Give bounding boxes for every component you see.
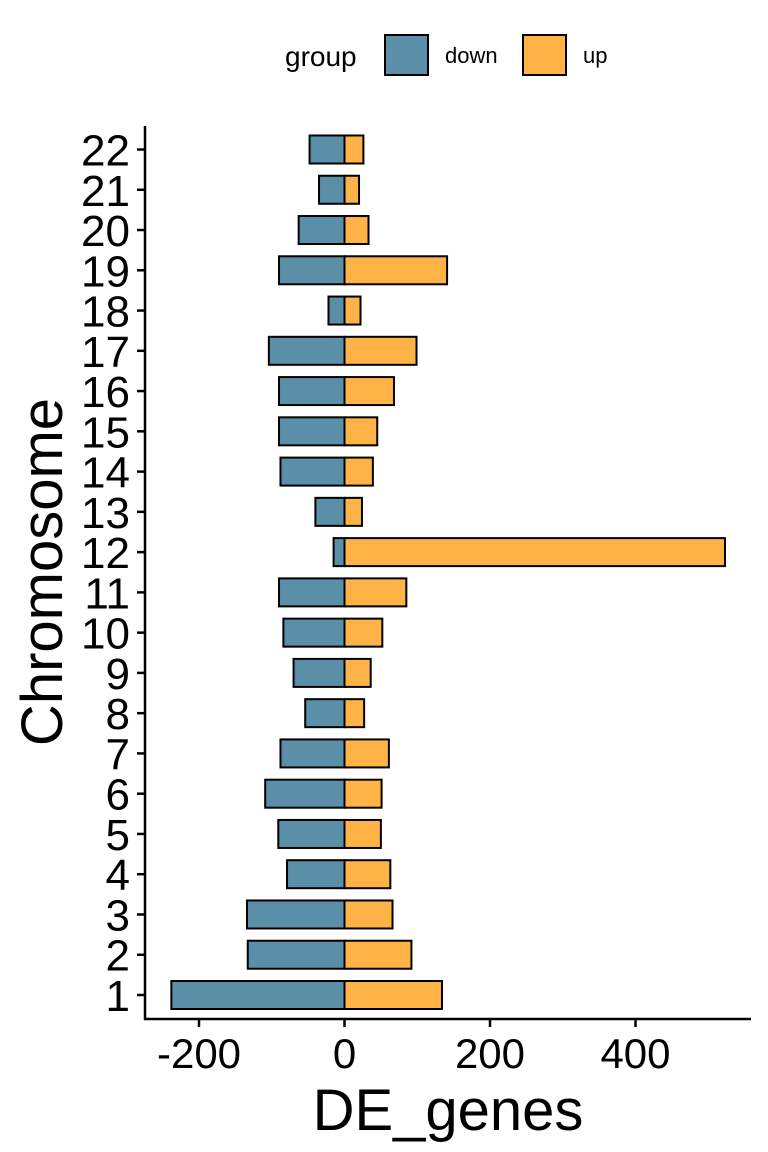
bar-up-chr11 — [343, 577, 408, 608]
y-tick-label: 11 — [84, 569, 130, 618]
bar-up-chr15 — [343, 416, 379, 447]
bar-up-chr20 — [343, 215, 370, 246]
bar-up-chr21 — [343, 174, 361, 205]
bar-down-chr1 — [170, 980, 346, 1010]
legend: group down up — [285, 34, 607, 76]
y-tick-label: 15 — [81, 408, 130, 457]
y-tick-label: 17 — [81, 328, 130, 377]
bar-up-chr8 — [343, 698, 366, 729]
bar-up-chr5 — [343, 818, 382, 849]
bar-down-chr21 — [318, 174, 346, 205]
bar-up-chr10 — [343, 617, 384, 648]
bar-down-chr2 — [246, 939, 346, 970]
bar-down-chr9 — [292, 657, 346, 688]
legend-label-down: down — [445, 43, 498, 68]
y-axis-title: Chromosome — [10, 398, 75, 746]
bar-up-chr22 — [343, 134, 365, 165]
bar-down-chr18 — [327, 295, 346, 326]
bar-down-chr6 — [264, 778, 346, 809]
bar-up-chr13 — [343, 496, 363, 527]
bar-down-chr4 — [286, 859, 346, 890]
y-tick-label: 18 — [81, 288, 130, 337]
bar-down-chr3 — [246, 899, 346, 930]
bar-down-chr14 — [279, 456, 346, 487]
y-tick-label: 1 — [106, 972, 130, 1021]
y-tick-label: 14 — [81, 449, 130, 498]
bar-down-chr5 — [277, 818, 346, 849]
y-tick-label: 19 — [81, 247, 130, 296]
bar-down-chr22 — [308, 134, 346, 165]
y-tick-label: 21 — [81, 167, 130, 216]
legend-key-up — [522, 34, 567, 76]
y-tick-label: 7 — [106, 730, 130, 779]
bar-down-chr17 — [267, 335, 346, 366]
bar-up-chr1 — [343, 980, 443, 1010]
y-tick-label: 4 — [106, 851, 130, 900]
bar-up-chr4 — [343, 859, 392, 890]
x-tick-label: 0 — [333, 1030, 356, 1077]
y-tick-label: 10 — [81, 610, 130, 659]
y-tick-label: 6 — [106, 771, 130, 820]
x-tick-label: 400 — [600, 1030, 670, 1077]
legend-label-up: up — [583, 43, 607, 68]
bar-up-chr19 — [343, 255, 449, 286]
bar-down-chr7 — [279, 738, 346, 769]
x-tick-label: 200 — [455, 1030, 525, 1077]
y-tick-label: 9 — [106, 650, 130, 699]
legend-key-down — [384, 34, 429, 76]
x-tick-label: -200 — [157, 1030, 241, 1077]
y-tick-label: 13 — [81, 489, 130, 538]
bar-up-chr12 — [343, 537, 726, 568]
bar-down-chr11 — [278, 577, 346, 608]
legend-title: group — [285, 41, 357, 72]
bar-down-chr15 — [278, 416, 346, 447]
y-tick-label: 22 — [81, 127, 130, 176]
bar-up-chr18 — [343, 295, 362, 326]
y-tick-label: 20 — [81, 207, 130, 256]
y-tick-label: 2 — [106, 932, 130, 981]
bar-up-chr14 — [343, 456, 374, 487]
bar-down-chr20 — [297, 215, 346, 246]
y-tick-label: 16 — [81, 368, 130, 417]
bar-down-chr10 — [282, 617, 346, 648]
bar-up-chr16 — [343, 376, 395, 407]
bar-down-chr16 — [278, 376, 346, 407]
y-tick-label: 5 — [106, 811, 130, 860]
bar-up-chr9 — [343, 657, 372, 688]
bar-up-chr2 — [343, 939, 413, 970]
bar-down-chr19 — [278, 255, 346, 286]
bar-down-chr8 — [304, 698, 346, 729]
bars-layer — [170, 134, 726, 1010]
y-tick-label: 3 — [106, 891, 130, 940]
y-tick-label: 12 — [81, 529, 130, 578]
x-axis-title: DE_genes — [313, 1078, 584, 1143]
bar-down-chr12 — [332, 537, 346, 568]
bar-up-chr6 — [343, 778, 383, 809]
y-tick-label: 8 — [106, 690, 130, 739]
x-axis-ticks: -200 0 200 400 — [157, 1019, 671, 1077]
bar-down-chr13 — [314, 496, 346, 527]
bar-up-chr3 — [343, 899, 394, 930]
bar-up-chr17 — [343, 335, 418, 366]
bar-up-chr7 — [343, 738, 390, 769]
